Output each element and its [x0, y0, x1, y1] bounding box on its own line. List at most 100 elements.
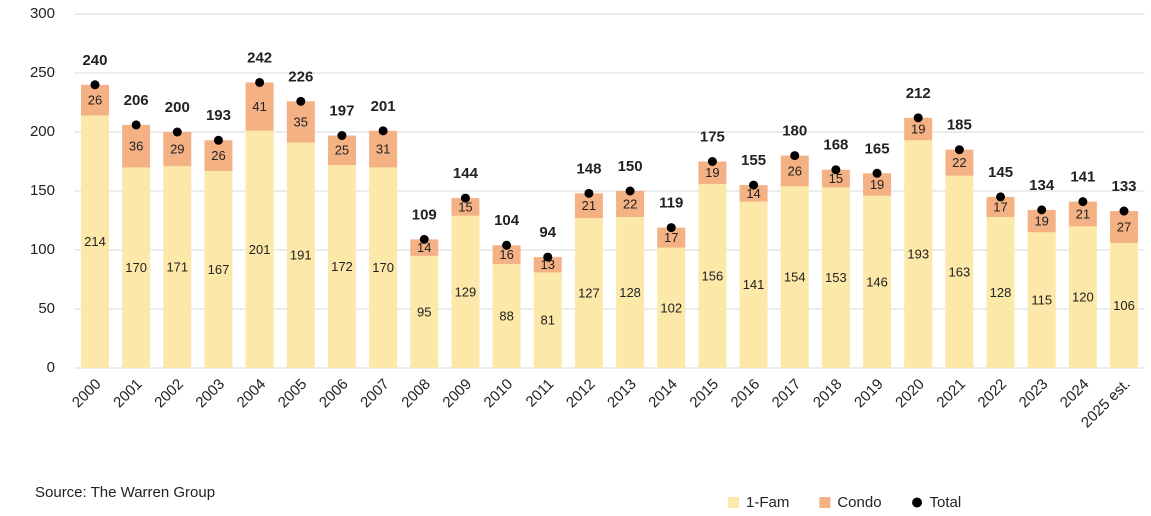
- total-dot: [666, 223, 676, 233]
- bar-segment: [163, 166, 192, 368]
- segment-label: 102: [660, 300, 682, 315]
- legend-dot: [912, 497, 923, 508]
- legend-swatch: [728, 497, 739, 508]
- total-label: 145: [988, 164, 1013, 181]
- segment-label: 27: [1117, 219, 1131, 234]
- total-dot: [213, 135, 223, 145]
- segment-label: 106: [1113, 298, 1135, 313]
- bar-segment: [122, 167, 151, 368]
- total-label: 104: [494, 212, 520, 229]
- total-dot: [913, 113, 923, 123]
- segment-label: 21: [1076, 206, 1090, 221]
- segment-label: 29: [170, 142, 184, 157]
- x-tick-label: 2004: [234, 376, 270, 412]
- x-tick-label: 2009: [439, 376, 475, 412]
- total-dot: [707, 157, 717, 166]
- segment-label: 21: [582, 198, 596, 213]
- segment-label: 128: [619, 285, 641, 300]
- total-label: 206: [124, 92, 149, 109]
- total-label: 212: [906, 85, 931, 102]
- bar-segment: [657, 247, 686, 368]
- total-dot: [749, 180, 759, 190]
- bar-segment: [163, 132, 192, 167]
- total-dot: [872, 168, 882, 178]
- bar-segment: [245, 82, 274, 131]
- total-dot: [790, 151, 800, 161]
- x-tick-label: 2008: [398, 376, 434, 412]
- total-dot: [625, 186, 635, 196]
- bar-segment: [1068, 226, 1097, 368]
- bar-segment: [122, 124, 151, 168]
- segment-label: 22: [623, 196, 637, 211]
- total-label: 119: [659, 195, 683, 212]
- total-dot: [584, 188, 594, 198]
- total-dot: [460, 193, 470, 203]
- total-dot: [172, 127, 182, 137]
- bar-segment: [369, 130, 398, 168]
- total-label: 134: [1029, 177, 1055, 194]
- total-dot: [996, 192, 1006, 202]
- x-tick-label: 2016: [728, 376, 764, 412]
- y-tick-label: 250: [30, 64, 55, 81]
- segment-label: 81: [541, 313, 555, 328]
- total-label: 133: [1112, 178, 1137, 195]
- total-dot: [831, 165, 841, 175]
- segment-label: 26: [211, 148, 225, 163]
- y-tick-label: 200: [30, 123, 55, 140]
- bar-segment: [904, 140, 933, 368]
- segment-label: 22: [952, 155, 966, 170]
- bar-segment: [1110, 242, 1139, 368]
- y-tick-label: 50: [38, 300, 55, 317]
- segment-label: 154: [784, 270, 806, 285]
- bar-segment: [492, 264, 521, 368]
- segment-label: 15: [458, 199, 472, 214]
- y-tick-label: 150: [30, 182, 55, 199]
- total-label: 109: [412, 206, 437, 223]
- bar-segment: [821, 187, 850, 368]
- legend-label: Total: [930, 494, 962, 511]
- x-tick-label: 2012: [563, 376, 599, 412]
- bar-segment: [327, 165, 356, 368]
- bar-segment: [780, 155, 809, 187]
- total-label: 165: [865, 140, 890, 157]
- bar-segment: [986, 216, 1015, 368]
- x-tick-label: 2013: [604, 376, 640, 412]
- segment-label: 36: [129, 139, 143, 154]
- bar-segment: [698, 161, 727, 184]
- segment-label: 13: [541, 257, 555, 272]
- total-label: 155: [741, 152, 766, 169]
- bar-segment: [739, 201, 768, 368]
- bar-segment: [1110, 211, 1139, 243]
- segment-label: 16: [499, 247, 513, 262]
- bar-segment: [451, 198, 480, 216]
- bar-segment: [286, 101, 315, 143]
- segment-label: 88: [499, 309, 513, 324]
- x-tick-label: 2000: [69, 376, 105, 412]
- bar-segment: [657, 227, 686, 248]
- total-label: 200: [165, 99, 190, 116]
- total-label: 148: [576, 160, 601, 177]
- bar-segment: [1027, 209, 1056, 233]
- total-label: 193: [206, 107, 231, 124]
- bar-segment: [204, 170, 233, 368]
- segment-label: 19: [1034, 214, 1048, 229]
- segment-label: 128: [990, 285, 1012, 300]
- segment-label: 19: [870, 177, 884, 192]
- total-label: 201: [371, 98, 396, 115]
- x-tick-label: 2024: [1057, 376, 1093, 412]
- bar-segment: [780, 186, 809, 368]
- bar-segment: [821, 169, 850, 188]
- x-tick-label: 2022: [975, 376, 1011, 412]
- segment-label: 115: [1031, 293, 1052, 308]
- total-label: 168: [823, 137, 848, 154]
- segment-label: 141: [743, 277, 765, 292]
- bar-segment: [80, 84, 109, 116]
- total-label: 185: [947, 117, 972, 134]
- segment-label: 14: [746, 186, 760, 201]
- segment-label: 19: [911, 121, 925, 136]
- total-label: 94: [539, 224, 556, 241]
- bar-segment: [574, 218, 603, 368]
- x-tick-label: 2015: [686, 376, 722, 412]
- segment-label: 127: [578, 286, 600, 301]
- x-tick-label: 2014: [645, 376, 681, 412]
